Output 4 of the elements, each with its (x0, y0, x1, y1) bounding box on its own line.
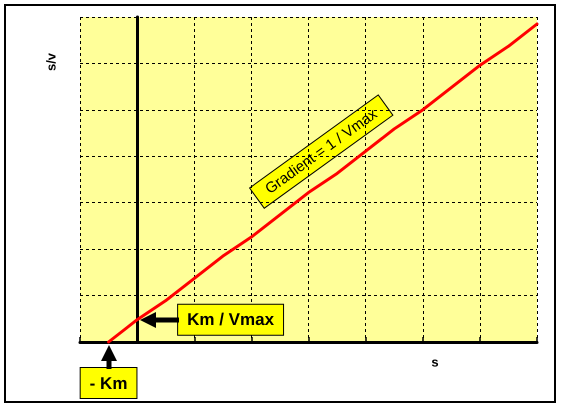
text: - Km (90, 374, 128, 393)
y-axis-title: s/v (44, 52, 58, 72)
annotation: Km / Vmax (187, 310, 275, 330)
x-axis-title: s (431, 354, 439, 370)
